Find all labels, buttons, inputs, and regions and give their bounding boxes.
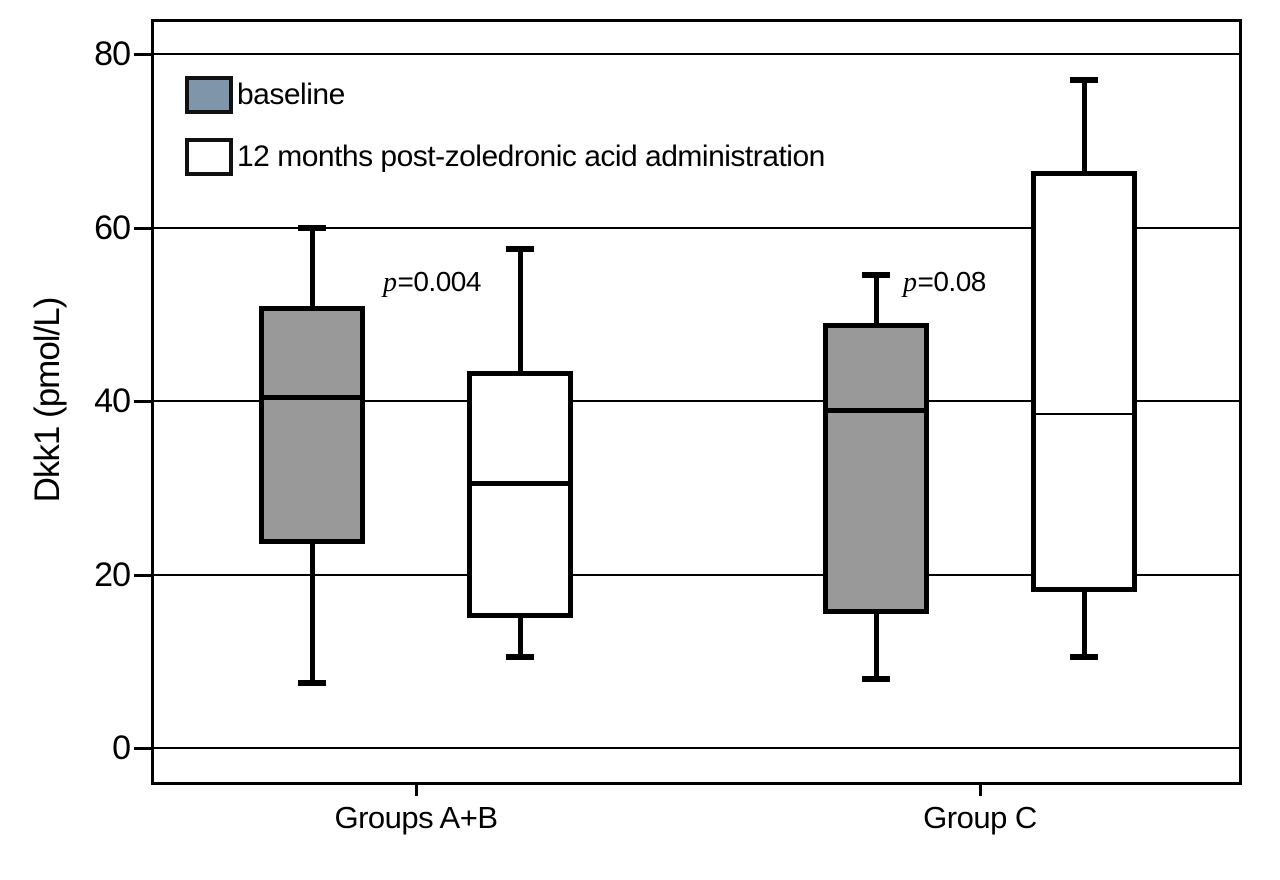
y-tick-label: 60 (94, 208, 131, 247)
p-value-annotation: p=0.08 (903, 266, 986, 298)
y-tick (134, 573, 151, 577)
boxplot-cap (298, 224, 326, 231)
x-tick (415, 783, 418, 796)
boxplot-box (467, 370, 573, 618)
plot-frame (151, 19, 1242, 785)
legend-swatch-baseline (185, 76, 233, 114)
boxplot-median (472, 481, 568, 487)
y-tick-label: 80 (94, 35, 131, 73)
y-axis-title: Dkk1 (pmol/L) (28, 297, 67, 503)
legend-swatch-12months (185, 138, 233, 176)
x-axis-label: Groups A+B (334, 800, 498, 835)
boxplot-cap (298, 679, 326, 686)
y-tick-label: 40 (94, 382, 131, 420)
y-tick (134, 400, 151, 403)
boxplot-median (264, 394, 360, 400)
y-tick (134, 226, 151, 230)
boxplot-cap (862, 675, 890, 682)
x-tick (979, 783, 982, 796)
boxplot-box (1031, 171, 1137, 592)
boxplot-median (1036, 413, 1132, 415)
y-gridline (151, 53, 1242, 55)
legend-label-baseline: baseline (237, 78, 345, 111)
boxplot-cap (862, 272, 890, 279)
boxplot-cap (506, 653, 534, 660)
y-gridline (151, 747, 1242, 749)
y-tick (134, 53, 151, 56)
legend-label-12months: 12 months post-zoledronic acid administr… (237, 140, 825, 173)
p-value-annotation: p=0.004 (383, 266, 481, 298)
boxplot-box (823, 322, 929, 614)
y-gridline (151, 573, 1242, 576)
y-tick-label: 20 (94, 555, 131, 594)
boxplot-cap (1070, 77, 1098, 84)
y-tick-label: 0 (112, 729, 131, 767)
y-gridline (151, 226, 1242, 229)
boxplot-cap (1070, 653, 1098, 660)
boxplot-cap (506, 246, 534, 253)
x-axis-label: Group C (923, 800, 1037, 835)
y-tick (134, 747, 151, 750)
boxplot-box (259, 305, 365, 545)
boxplot-median (828, 407, 924, 413)
y-gridline (151, 400, 1242, 402)
